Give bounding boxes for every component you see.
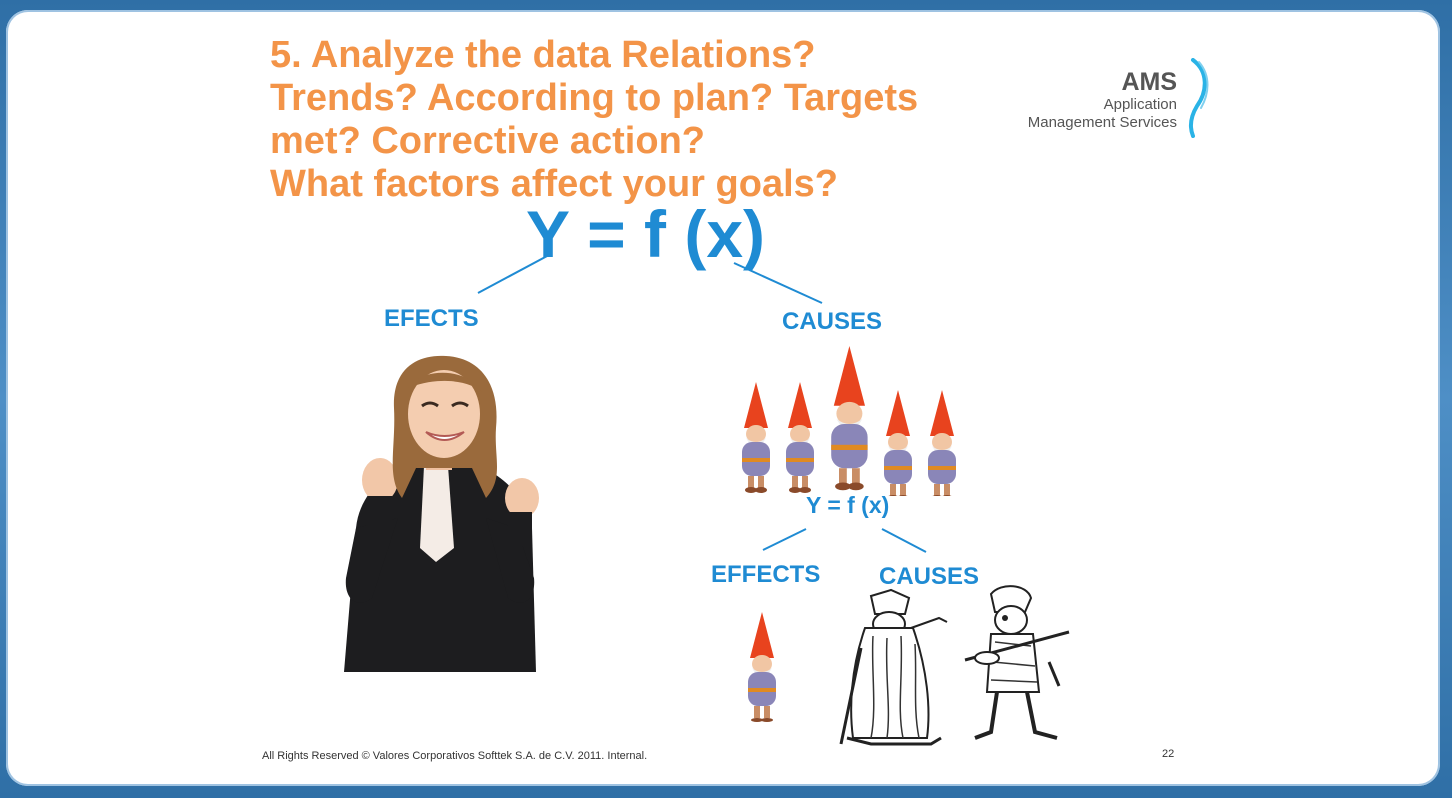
title-line-1: 5. Analyze the data Relations? xyxy=(270,34,816,76)
causes-label-sub: CAUSES xyxy=(879,563,980,590)
effects-label: EFECTS xyxy=(384,305,479,332)
formula-main: Y = f (x) xyxy=(526,197,766,271)
logo-line-1: Application xyxy=(1103,96,1177,113)
ams-logo: AMS Application Management Services xyxy=(1006,58,1221,148)
cheering-woman-image xyxy=(344,355,539,672)
title-line-2: Trends? According to plan? Targets xyxy=(270,77,919,119)
logo-line-2: Management Services xyxy=(1027,114,1177,131)
causes-label: CAUSES xyxy=(782,308,883,335)
wizard-drawing-image xyxy=(839,588,948,746)
formula-sub: Y = f (x) xyxy=(806,492,890,518)
slide-title: 5. Analyze the data Relations? Trends? A… xyxy=(270,34,1030,206)
single-gnome-image xyxy=(748,612,776,722)
footer-copyright: All Rights Reserved © Valores Corporativ… xyxy=(262,750,648,762)
logo-swoosh-icon xyxy=(1188,58,1209,138)
title-line-3: met? Corrective action? xyxy=(270,120,705,162)
connector-lines xyxy=(477,254,927,553)
effects-label-sub: EFFECTS xyxy=(711,561,821,588)
slide: 5. Analyze the data Relations? Trends? A… xyxy=(6,10,1440,786)
logo-name: AMS xyxy=(1121,68,1177,96)
page-number: 22 xyxy=(1162,748,1175,760)
gnomes-group-image xyxy=(742,346,956,496)
fiddler-drawing-image xyxy=(964,585,1070,740)
title-line-4: What factors affect your goals? xyxy=(270,163,838,205)
